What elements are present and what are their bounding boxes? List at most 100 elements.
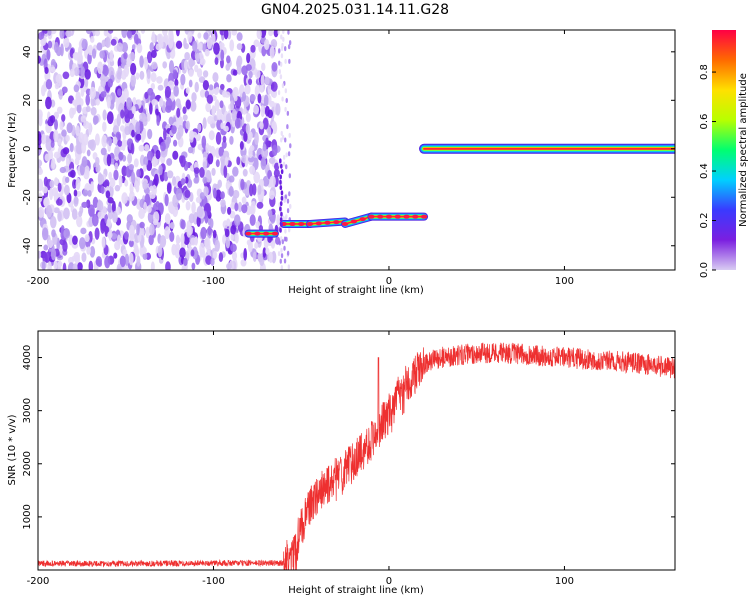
noise-blob xyxy=(282,36,285,42)
noise-blob xyxy=(85,30,92,35)
noise-blob xyxy=(226,74,232,83)
noise-blob xyxy=(242,168,248,177)
noise-blob xyxy=(129,224,135,237)
noise-blob xyxy=(213,42,220,55)
noise-blob xyxy=(179,247,186,259)
noise-blob xyxy=(168,60,175,73)
noise-blob xyxy=(267,126,272,138)
noise-blob xyxy=(278,48,281,54)
noise-blob xyxy=(172,204,179,218)
noise-blob xyxy=(205,102,212,113)
noise-blob xyxy=(226,55,231,64)
noise-blob xyxy=(128,163,135,171)
noise-blob xyxy=(114,241,121,251)
noise-blob xyxy=(104,226,110,235)
noise-blob xyxy=(118,175,123,188)
noise-blob xyxy=(81,38,88,50)
noise-blob xyxy=(55,198,63,206)
noise-blob xyxy=(43,197,49,207)
noise-blob xyxy=(73,251,80,261)
noise-blob xyxy=(159,97,164,107)
noise-blob xyxy=(259,85,264,93)
noise-blob xyxy=(271,121,277,131)
noise-blob xyxy=(253,104,260,115)
noise-blob xyxy=(287,264,291,270)
noise-blob xyxy=(270,39,278,49)
noise-blob xyxy=(55,46,62,57)
noise-blob xyxy=(196,215,201,227)
noise-blob xyxy=(233,94,238,102)
noise-blob xyxy=(225,236,231,249)
noise-blob xyxy=(130,74,137,87)
noise-blob xyxy=(120,109,125,119)
noise-blob xyxy=(171,243,177,256)
noise-blob xyxy=(135,184,140,193)
signal-trace xyxy=(279,217,283,223)
noise-blob xyxy=(286,208,290,214)
noise-blob xyxy=(113,252,118,259)
noise-blob xyxy=(146,69,151,80)
noise-blob xyxy=(92,196,99,209)
noise-blob xyxy=(69,142,74,153)
noise-blob xyxy=(256,30,262,40)
noise-blob xyxy=(56,106,63,114)
noise-blob xyxy=(64,176,70,183)
noise-blob xyxy=(61,86,68,94)
noise-blob xyxy=(87,189,92,197)
noise-blob xyxy=(249,165,256,175)
noise-blob xyxy=(192,246,198,260)
noise-blob xyxy=(41,133,47,145)
noise-blob xyxy=(153,173,159,187)
noise-blob xyxy=(79,162,85,176)
noise-blob xyxy=(180,155,186,168)
noise-blob xyxy=(158,164,163,176)
noise-blob xyxy=(271,81,278,92)
noise-blob xyxy=(53,260,58,270)
noise-blob xyxy=(196,205,204,218)
noise-blob xyxy=(254,69,261,79)
noise-blob xyxy=(222,150,230,159)
noise-blob xyxy=(215,189,222,202)
noise-blob xyxy=(280,253,284,259)
spectrogram-signal xyxy=(244,143,675,238)
noise-blob xyxy=(112,211,118,223)
noise-blob xyxy=(57,182,62,193)
noise-blob xyxy=(53,207,60,214)
noise-blob xyxy=(284,194,287,200)
noise-blob xyxy=(72,235,78,246)
noise-blob xyxy=(203,32,209,40)
signal-trace xyxy=(279,185,283,191)
noise-blob xyxy=(149,102,153,115)
noise-blob xyxy=(173,139,178,147)
noise-blob xyxy=(153,211,160,224)
noise-blob xyxy=(83,120,90,129)
noise-blob xyxy=(208,130,215,141)
noise-blob xyxy=(212,229,217,239)
noise-blob xyxy=(38,206,45,218)
noise-blob xyxy=(131,105,136,115)
noise-blob xyxy=(236,43,243,50)
noise-blob xyxy=(94,227,100,240)
signal-peak xyxy=(254,231,261,236)
snr-x-tick-label: 100 xyxy=(555,576,574,587)
noise-blob xyxy=(129,233,135,242)
noise-blob xyxy=(175,40,183,49)
noise-blob xyxy=(107,210,113,220)
noise-blob xyxy=(227,30,232,40)
noise-blob xyxy=(54,82,60,90)
noise-blob xyxy=(214,57,219,66)
noise-blob xyxy=(249,183,254,197)
spectrogram-ylabel: Frequency (Hz) xyxy=(7,112,18,188)
noise-blob xyxy=(142,252,148,260)
noise-blob xyxy=(223,165,228,178)
noise-blob xyxy=(207,115,214,125)
noise-blob xyxy=(108,171,113,181)
noise-blob xyxy=(284,88,288,94)
noise-blob xyxy=(124,231,129,240)
noise-blob xyxy=(50,248,57,261)
noise-blob xyxy=(246,52,251,64)
noise-blob xyxy=(207,153,214,165)
noise-blob xyxy=(219,100,224,109)
noise-blob xyxy=(228,175,235,183)
noise-blob xyxy=(206,94,214,104)
